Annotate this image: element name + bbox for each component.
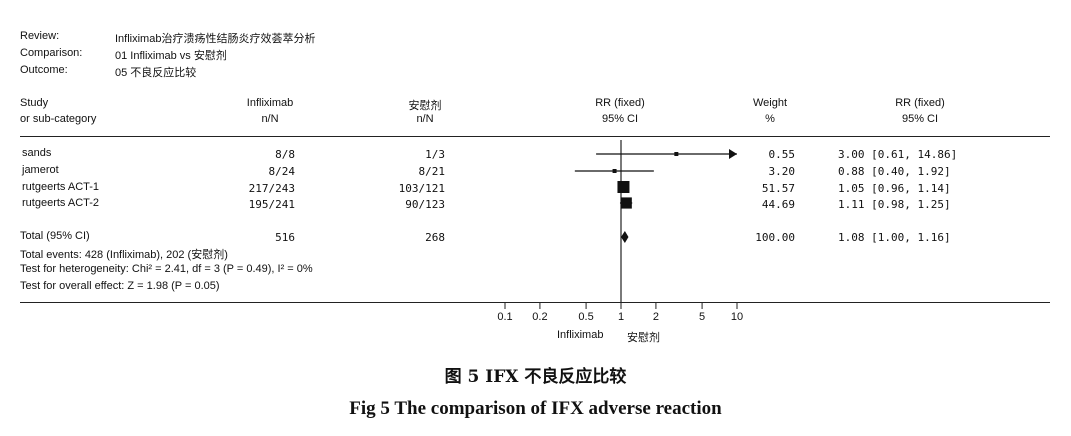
row-treat: 8/24 xyxy=(268,165,296,178)
study-point xyxy=(620,197,632,209)
outcome-value: 05 不良反应比较 xyxy=(115,67,197,79)
axis-tick-label: 0.5 xyxy=(578,311,593,323)
review-value: Infliximab治疗溃疡性结肠炎疗效荟萃分析 xyxy=(115,33,316,45)
axis-tick-label: 5 xyxy=(699,311,705,323)
favours-left-label: Infliximab xyxy=(557,329,604,341)
total-weight: 100.00 xyxy=(755,231,795,244)
header-study-line2: or sub-category xyxy=(20,113,97,125)
caption-chinese: 图 5 IFX 不良反应比较 xyxy=(444,367,627,387)
comparison-value: 01 Infliximab vs 安慰剂 xyxy=(115,50,227,62)
caption-english: Fig 5 The comparison of IFX adverse reac… xyxy=(349,398,722,419)
total-treat: 516 xyxy=(275,231,295,244)
favours-right-label: 安慰剂 xyxy=(627,332,660,344)
header-weight-line2: % xyxy=(765,113,775,125)
footer-rule xyxy=(20,302,1050,303)
row-weight: 3.20 xyxy=(768,165,796,178)
row-treat: 195/241 xyxy=(248,198,295,211)
header-treat-line1: Infliximab xyxy=(246,97,294,109)
header-ctrl-line1: 安慰剂 xyxy=(408,100,442,112)
row-study-name: jamerot xyxy=(22,164,59,176)
header-treat-line2: n/N xyxy=(261,113,279,125)
row-rr-text: 1.05 [0.96, 1.14] xyxy=(838,182,951,195)
study-point xyxy=(674,152,679,156)
axis-tick-label: 1 xyxy=(618,311,624,323)
pooled-diamond xyxy=(621,231,629,243)
header-rrval-line1: RR (fixed) xyxy=(895,97,945,109)
row-weight: 51.57 xyxy=(761,182,795,195)
axis-tick-label: 2 xyxy=(653,311,659,323)
ci-arrow xyxy=(729,149,737,159)
row-rr-text: 0.88 [0.40, 1.92] xyxy=(838,165,951,178)
row-ctrl: 90/123 xyxy=(405,198,445,211)
overall-effect-test: Test for overall effect: Z = 1.98 (P = 0… xyxy=(20,280,220,292)
row-ctrl: 1/3 xyxy=(425,148,445,161)
review-label: Review: xyxy=(20,30,60,42)
row-study-name: rutgeerts ACT-1 xyxy=(22,181,100,193)
axis-tick-label: 0.1 xyxy=(497,311,512,323)
heterogeneity-test: Test for heterogeneity: Chi² = 2.41, df … xyxy=(20,263,313,275)
row-ctrl: 103/121 xyxy=(398,182,445,195)
axis-tick-label: 10 xyxy=(731,311,743,323)
total-label: Total (95% CI) xyxy=(20,230,90,242)
row-treat: 8/8 xyxy=(275,148,295,161)
study-point xyxy=(612,169,617,173)
row-weight: 44.69 xyxy=(761,198,795,211)
axis-tick-label: 0.2 xyxy=(532,311,547,323)
total-ctrl: 268 xyxy=(425,231,445,244)
study-point xyxy=(617,181,630,193)
header-rr-line2: 95% CI xyxy=(601,113,639,125)
header-study-line1: Study xyxy=(20,97,49,109)
row-ctrl: 8/21 xyxy=(418,165,446,178)
row-study-name: sands xyxy=(22,147,52,159)
outcome-label: Outcome: xyxy=(20,64,68,76)
header-ctrl-line2: n/N xyxy=(416,113,434,125)
total-events: Total events: 428 (Infliximab), 202 (安慰剂… xyxy=(20,249,228,261)
row-rr-text: 1.11 [0.98, 1.25] xyxy=(838,198,951,211)
header-rr-line1: RR (fixed) xyxy=(595,97,645,109)
row-study-name: rutgeerts ACT-2 xyxy=(22,197,100,209)
header-weight-line1: Weight xyxy=(752,97,788,109)
row-treat: 217/243 xyxy=(248,182,295,195)
comparison-label: Comparison: xyxy=(20,47,83,59)
header-rule xyxy=(20,136,1050,137)
row-weight: 0.55 xyxy=(768,148,796,161)
row-rr-text: 3.00 [0.61, 14.86] xyxy=(838,148,958,161)
total-rr-text: 1.08 [1.00, 1.16] xyxy=(838,231,951,244)
header-rrval-line2: 95% CI xyxy=(901,113,939,125)
